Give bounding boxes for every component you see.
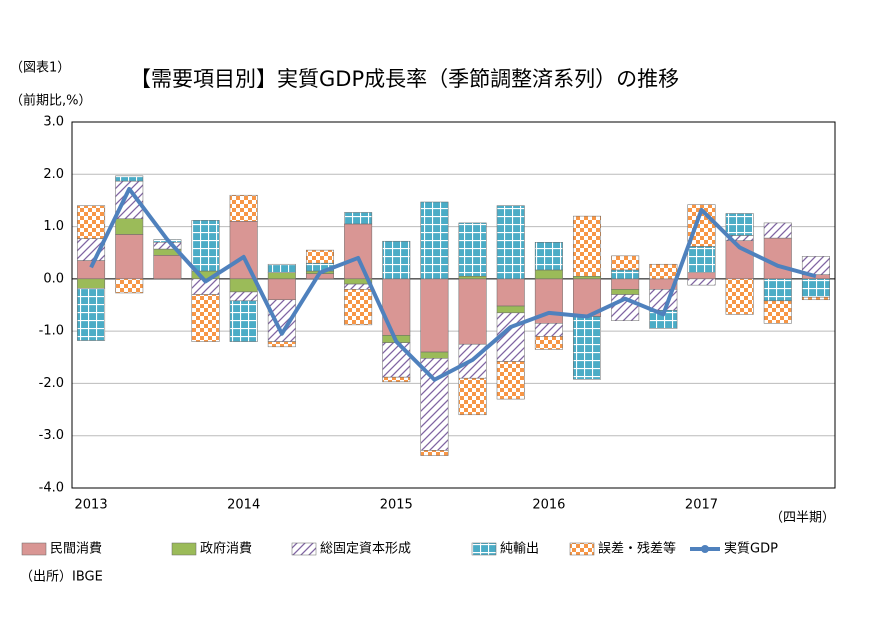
x-tick-label: 2013 <box>75 498 108 513</box>
bar-segment <box>344 212 373 225</box>
bar-segment <box>725 278 754 315</box>
legend-label: 民間消費 <box>50 542 102 557</box>
bar-segment <box>77 278 106 289</box>
bar-segment <box>725 213 754 236</box>
bar-segment <box>382 376 411 383</box>
bar-segment <box>382 240 411 280</box>
bar-segment <box>420 450 449 456</box>
bar-segment <box>77 288 106 341</box>
bar-segment <box>801 278 830 298</box>
bar-segment <box>687 246 716 273</box>
bar-segment <box>344 283 373 290</box>
bar-segment <box>611 278 640 290</box>
y-tick-label: 1.0 <box>43 219 64 234</box>
bar-segment <box>611 289 640 295</box>
bar-segment <box>763 300 792 324</box>
bar-segment <box>458 278 487 345</box>
bar-segment <box>344 289 373 326</box>
bar-segment <box>496 361 525 400</box>
legend-swatch <box>291 542 317 556</box>
bar-segment <box>611 269 640 280</box>
legend-label: 実質GDP <box>724 541 778 557</box>
bar-segment <box>534 323 563 337</box>
bar-segment <box>344 223 373 280</box>
bar-segment <box>458 222 487 277</box>
bar-segment <box>458 275 487 280</box>
bar-segment <box>573 316 602 380</box>
bar-segment <box>77 205 106 239</box>
source: （出所）IBGE <box>20 570 103 585</box>
bar-segment <box>191 220 220 272</box>
legend-swatch <box>569 542 595 556</box>
x-tick-label: 2016 <box>532 498 565 513</box>
bar-segment <box>382 278 411 336</box>
chart-title: 【需要項目別】実質GDP成長率（季節調整済系列）の推移 <box>130 67 679 91</box>
bar-segment <box>801 296 830 301</box>
bar-segment <box>496 305 525 314</box>
legend-swatch <box>21 542 47 556</box>
bar-segment <box>534 242 563 271</box>
bar-segment <box>115 234 144 280</box>
bar-segment <box>305 249 334 264</box>
y-tick-label: 0.0 <box>43 271 64 286</box>
bar-segment <box>534 269 563 280</box>
bar-segment <box>573 275 602 280</box>
bar-segment <box>763 222 792 239</box>
bar-segment <box>420 201 449 280</box>
y-tick-label: -3.0 <box>39 428 64 443</box>
bar-segment <box>763 237 792 280</box>
y-tick-label: -4.0 <box>39 481 64 496</box>
figure-label: （図表1） <box>10 61 70 76</box>
line <box>89 186 817 382</box>
bar-segment <box>382 342 411 378</box>
bar-segment <box>687 278 716 286</box>
bar-segment <box>229 300 258 342</box>
bar-segment <box>229 194 258 222</box>
bar-segment <box>267 278 296 301</box>
y-axis-label: （前期比,%） <box>10 93 92 109</box>
bar-segment <box>420 278 449 353</box>
y-tick-label: -2.0 <box>39 376 64 391</box>
bar-segment <box>267 263 296 273</box>
bar-segment <box>115 218 144 235</box>
x-tick-label: 2015 <box>380 498 413 513</box>
bar-segment <box>534 336 563 350</box>
bar-segment <box>267 272 296 280</box>
x-axis-label: （四半期） <box>770 511 835 526</box>
bar-segment <box>420 351 449 359</box>
y-tick-label: 2.0 <box>43 167 64 182</box>
bar-segment <box>229 291 258 302</box>
bar-segment <box>611 255 640 271</box>
x-tick-label: 2014 <box>227 498 260 513</box>
bar-segment <box>153 255 182 280</box>
bar-segment <box>229 278 258 293</box>
bar-segment <box>763 278 792 302</box>
bar-segment <box>573 215 602 277</box>
bar-segment <box>496 278 525 307</box>
legend-marker <box>701 545 709 553</box>
plot-frame <box>71 121 836 489</box>
legend-label: 政府消費 <box>200 542 252 557</box>
x-tick-label: 2017 <box>685 498 718 513</box>
bar-segment <box>191 294 220 342</box>
bar-segment <box>687 272 716 280</box>
bar-segment <box>115 278 144 294</box>
legend-label: 総固定資本形成 <box>320 542 411 557</box>
y-tick-label: -1.0 <box>39 324 64 339</box>
bar-segment <box>649 263 678 280</box>
legend-swatch <box>171 542 197 556</box>
bar-segment <box>115 175 144 182</box>
y-tick-label: 3.0 <box>43 115 64 130</box>
legend-swatch <box>471 542 497 556</box>
bar-segment <box>458 377 487 416</box>
bar-segment <box>229 221 258 280</box>
bar-segment <box>267 341 296 348</box>
legend-label: 誤差・残差等 <box>598 541 676 557</box>
bar-segment <box>496 205 525 280</box>
legend-label: 純輸出 <box>500 542 539 557</box>
